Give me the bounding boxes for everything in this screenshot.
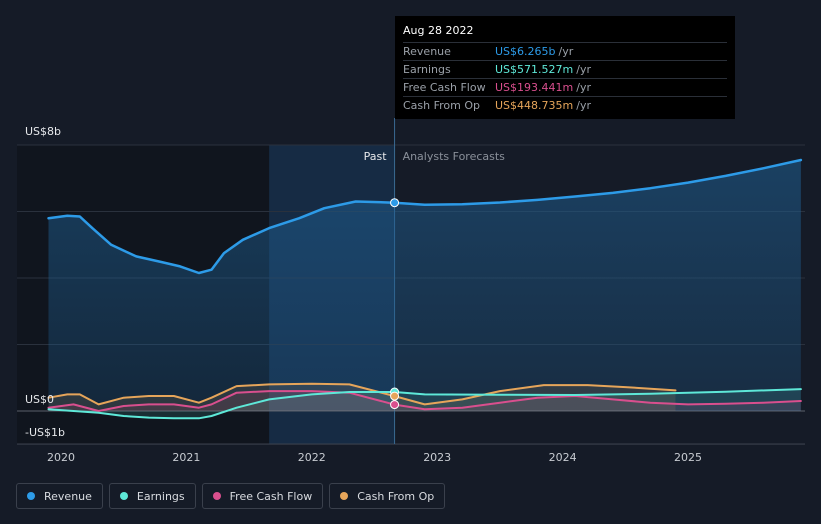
tooltip-value: US$448.735m [495, 99, 574, 112]
revenue-line [47, 158, 803, 275]
x-tick-label: 2025 [674, 451, 702, 464]
x-tick-label: 2023 [423, 451, 451, 464]
cash-from-op-line [47, 382, 677, 406]
legend-label: Free Cash Flow [229, 489, 313, 503]
tooltip-row-free-cash-flow: Free Cash Flow US$193.441m /yr [403, 78, 727, 96]
tooltip-label: Free Cash Flow [403, 81, 486, 94]
tooltip-row-revenue: Revenue US$6.265b /yr [403, 42, 727, 60]
legend-item-free-cash-flow[interactable]: Free Cash Flow [201, 483, 324, 509]
tooltip-value: US$6.265b [495, 45, 556, 58]
tooltip-unit: /yr [558, 45, 574, 58]
x-tick-label: 2020 [47, 451, 75, 464]
legend-item-cash-from-op[interactable]: Cash From Op [329, 483, 446, 509]
cash-from-op-area [48, 383, 676, 411]
y-tick-label: US$8b [25, 125, 61, 138]
tooltip-unit: /yr [576, 81, 591, 94]
x-tick-label: 2024 [549, 451, 577, 464]
tooltip-row-earnings: Earnings US$571.527m /yr [403, 60, 727, 78]
legend-dot-icon [27, 492, 35, 500]
legend-dot-icon [212, 492, 221, 500]
x-tick-label: 2021 [172, 451, 200, 464]
tooltip: Aug 28 2022 Revenue US$6.265b /yr Earnin… [395, 16, 735, 119]
legend-item-earnings[interactable]: Earnings [108, 483, 196, 509]
forecast-label: Analysts Forecasts [403, 150, 506, 163]
earnings-line [47, 388, 802, 420]
legend-item-revenue[interactable]: Revenue [16, 483, 103, 509]
legend: Revenue Earnings Free Cash Flow Cash Fro… [16, 483, 446, 509]
tooltip-date: Aug 28 2022 [403, 24, 474, 37]
tooltip-value: US$193.441m [495, 81, 574, 94]
revenue-marker [390, 198, 400, 208]
chart-labels: US$8b US$0 -US$1b Past Analysts Forecast… [25, 125, 702, 464]
tooltip-unit: /yr [576, 99, 591, 112]
free-cash-flow-area [48, 391, 801, 411]
legend-label: Cash From Op [357, 489, 435, 503]
free-cash-flow-marker [390, 400, 400, 410]
x-tick-label: 2022 [298, 451, 326, 464]
y-tick-label: US$0 [25, 393, 54, 406]
chart-markers [390, 198, 400, 410]
free-cash-flow-line [47, 390, 802, 412]
chart-lines [47, 158, 803, 420]
legend-label: Revenue [44, 489, 92, 503]
revenue-area [48, 160, 801, 411]
legend-dot-icon [340, 492, 349, 500]
legend-label: Earnings [136, 489, 185, 503]
past-label: Past [364, 150, 388, 163]
tooltip-unit: /yr [576, 63, 591, 76]
y-tick-label: -US$1b [25, 426, 65, 439]
cash-from-op-marker [390, 391, 400, 401]
tooltip-label: Revenue [403, 45, 451, 58]
legend-dot-icon [119, 492, 128, 500]
tooltip-label: Cash From Op [403, 99, 481, 112]
tooltip-value: US$571.527m [495, 63, 574, 76]
tooltip-label: Earnings [403, 63, 451, 76]
tooltip-row-cash-from-op: Cash From Op US$448.735m /yr [403, 96, 727, 114]
